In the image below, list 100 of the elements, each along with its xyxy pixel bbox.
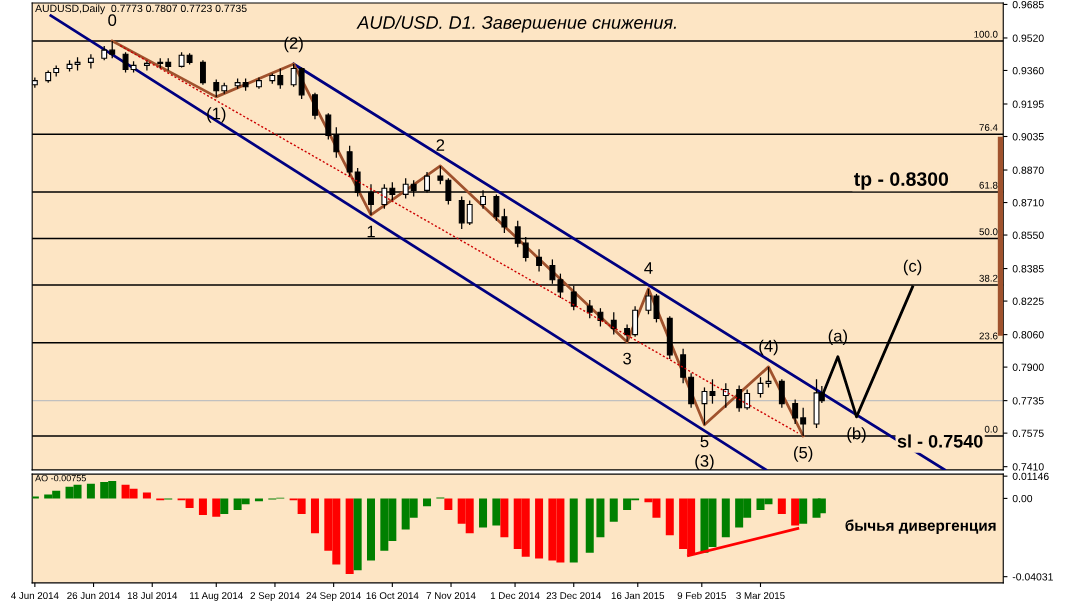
x-tick-label: 23 Dec 2014 [546, 592, 602, 600]
bar [444, 498, 453, 511]
bar [535, 498, 544, 559]
bar [345, 498, 354, 575]
annotation: (a) [828, 329, 848, 346]
y-tick-label: 0.9195 [1012, 100, 1044, 108]
bar [310, 498, 319, 534]
y-tick-label: 0.8060 [1012, 331, 1044, 339]
x-tick-label: 1 Dec 2014 [490, 592, 540, 600]
bar [817, 498, 826, 514]
x-tick-label: 4 Jun 2014 [11, 592, 59, 600]
y-tick-label: 0.8870 [1012, 166, 1044, 174]
text: AUD/USD. D1. Завершение снижения. [356, 15, 676, 33]
chart-subtitle: AUDUSD,Daily 0.7773 0.7807 0.7723 0.7735 [35, 4, 247, 15]
x-tick-label: 11 Aug 2014 [190, 592, 243, 601]
y-tick-label: 0.8710 [1012, 199, 1044, 207]
annotation: 76.4 [979, 124, 998, 131]
x-tick-label: 24 Sep 2014 [306, 592, 361, 601]
annotation: 1 [367, 225, 375, 238]
bar [777, 498, 786, 514]
x-tick-label: 7 Nov 2014 [426, 592, 476, 600]
chart-title: AO -0.00755 [35, 474, 86, 482]
x-tick-label: 2 Sep 2014 [250, 592, 300, 601]
y-tick-label: 0.9685 [1012, 0, 1044, 9]
x-tick-label: 9 Feb 2015 [677, 591, 726, 600]
annotation: 4 [644, 262, 653, 274]
x-tick-label: 26 Jun 2014 [67, 592, 121, 600]
candlestick [346, 145, 353, 177]
annotation: 5 [700, 435, 709, 448]
bar [799, 498, 808, 524]
y-tick-label: 0.9520 [1012, 34, 1044, 42]
bar [423, 498, 432, 507]
x-tick-label: 18 Jul 2014 [127, 591, 178, 600]
y-tick-label: 0.7575 [1012, 429, 1044, 438]
candlestick [722, 382, 729, 409]
annotation: 2 [436, 139, 445, 151]
bar [366, 498, 375, 561]
annotation: 100.0 [974, 30, 998, 38]
y-tick-label: 0.01146 [1012, 472, 1049, 481]
candlestick [466, 199, 473, 226]
bar [721, 498, 730, 538]
bar [86, 483, 95, 499]
y-tick-label: 0.9360 [1012, 66, 1044, 75]
annotation: (c) [903, 259, 922, 276]
annotation: 61.8 [979, 181, 998, 189]
candlestick [87, 53, 94, 70]
annotation: 0.0 [984, 425, 998, 433]
bar [479, 498, 488, 528]
annotation: (3) [695, 454, 714, 471]
x-tick-label: 16 Jan 2015 [611, 592, 665, 600]
y-tick-label: 0.9035 [1012, 133, 1044, 141]
candlestick [610, 311, 617, 336]
annotation: 50.0 [979, 228, 998, 236]
candlestick [122, 51, 129, 74]
candlestick [312, 92, 318, 120]
y-tick-label: 0.00 [1012, 494, 1033, 503]
candlestick [437, 165, 444, 185]
y-tick-label: -0.04031 [1012, 573, 1053, 581]
y-tick-label: 0.7735 [1012, 397, 1044, 405]
bar [569, 498, 578, 563]
candlestick [586, 299, 593, 319]
annotation: sl - 0.7540 [897, 434, 983, 448]
candlestick [290, 63, 297, 88]
annotation: 23.6 [979, 332, 998, 340]
candlestick [536, 248, 543, 273]
candlestick [199, 59, 206, 86]
x-tick-label: 16 Oct 2014 [366, 592, 419, 600]
annotation: 3 [623, 352, 631, 365]
bar [665, 498, 674, 536]
x-tick-label: 3 Mar 2015 [736, 592, 785, 600]
y-tick-label: 0.8385 [1012, 265, 1044, 273]
bar [585, 498, 594, 553]
bar [500, 498, 509, 538]
bar [254, 498, 263, 502]
bar [220, 498, 229, 514]
annotation: (5) [794, 446, 813, 462]
candlestick [645, 288, 652, 315]
annotation: бычья дивергенция [845, 519, 996, 534]
candlestick [653, 293, 660, 324]
candlestick [597, 307, 604, 328]
annotation: (1) [207, 107, 226, 123]
candlestick [624, 323, 631, 343]
annotation: tp - 0.8300 [853, 172, 949, 190]
y-tick-label: 0.7900 [1012, 363, 1044, 371]
candlestick [458, 195, 465, 230]
bar [609, 498, 618, 522]
candlestick [778, 378, 785, 409]
bar [492, 498, 501, 526]
candlestick [680, 348, 687, 384]
y-tick-label: 0.8225 [1012, 297, 1044, 305]
candlestick [501, 208, 508, 234]
candlestick [792, 398, 799, 425]
bar [596, 498, 605, 538]
bar [198, 498, 207, 515]
annotation: 0 [108, 14, 117, 27]
bar [353, 498, 362, 571]
candlestick [277, 67, 284, 90]
candlestick [143, 59, 150, 72]
candlestick [736, 384, 743, 413]
y-tick-label: 0.7410 [1012, 463, 1044, 471]
